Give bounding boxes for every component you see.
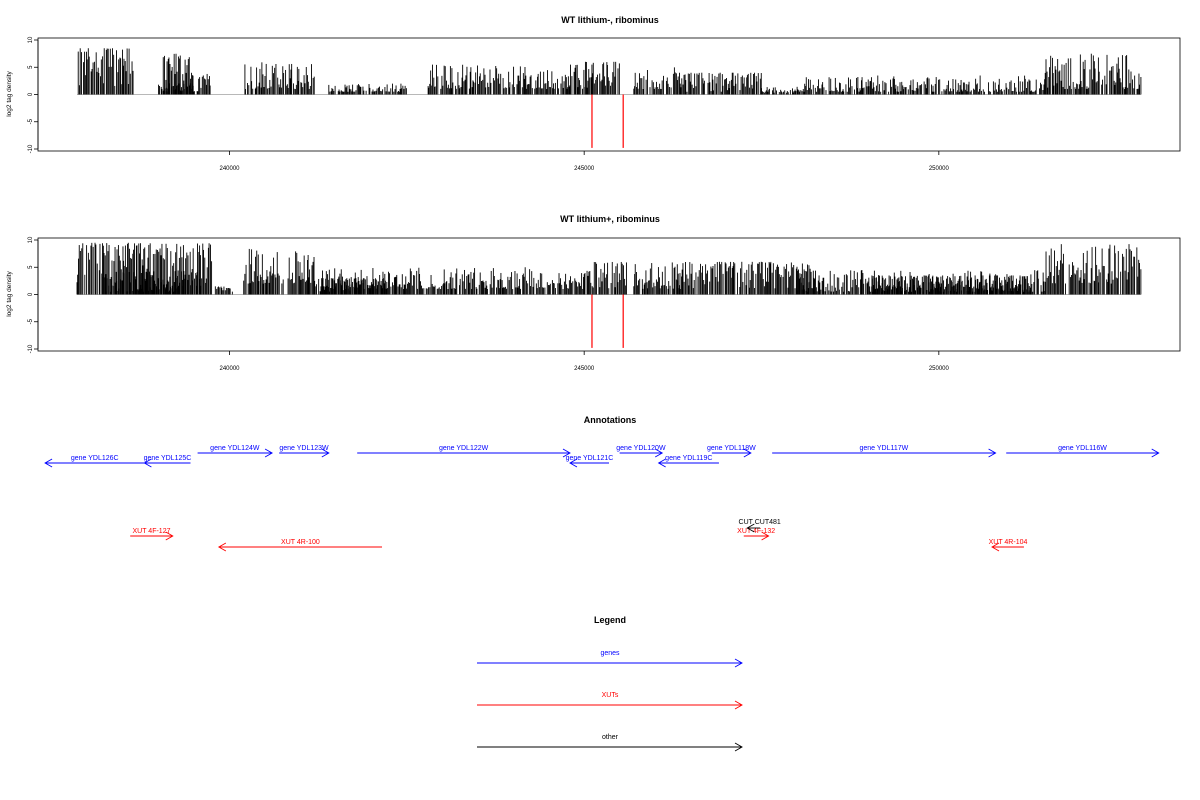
x-tick-label: 250000 bbox=[929, 366, 950, 372]
y-tick-label: 5 bbox=[28, 65, 34, 69]
annotation-features: gene YDL126C gene YDL125C gene YDL124W gene… bbox=[44, 445, 1160, 552]
xut-label: XUT 4F-132 bbox=[737, 528, 775, 535]
gene-label: gene YDL122W bbox=[439, 445, 489, 452]
gene-feature: gene YDL121C bbox=[566, 455, 614, 468]
xut-arrow-arrowhead bbox=[761, 531, 770, 541]
other-feature: CUT CUT481 bbox=[739, 519, 781, 533]
xut-feature: XUT 4R-104 bbox=[989, 539, 1028, 552]
track-panel-lithium-plus: WT lithium+, ribominus log2 tag density … bbox=[6, 214, 1181, 372]
y-tick-label: 10 bbox=[28, 36, 34, 43]
legend-label: XUTs bbox=[602, 692, 619, 699]
y-tick-label: 0 bbox=[28, 92, 34, 96]
y-tick-label: -10 bbox=[28, 344, 34, 353]
y-tick-label: 5 bbox=[28, 265, 34, 269]
y-tick-label: 0 bbox=[28, 292, 34, 296]
legend-arrow-arrowhead bbox=[734, 742, 743, 752]
legend-item-genes: genes bbox=[477, 650, 743, 668]
x-tick-label: 240000 bbox=[219, 366, 240, 372]
x-tick-label: 240000 bbox=[219, 166, 240, 172]
gene-label: gene YDL123W bbox=[279, 445, 329, 452]
legend-item-xuts: XUTs bbox=[477, 692, 743, 710]
gene-feature: gene YDL118W bbox=[707, 445, 756, 458]
legend-item-other: other bbox=[477, 734, 743, 752]
gene-arrow-arrowhead bbox=[321, 448, 330, 458]
gene-feature: gene YDL119C bbox=[657, 455, 719, 468]
annotations-title: Annotations bbox=[584, 415, 637, 425]
axes: 10 5 0 -5 -10 240000 245000 250000 bbox=[28, 36, 950, 172]
gene-arrow-arrowhead bbox=[569, 458, 578, 468]
gene-arrow-arrowhead bbox=[562, 448, 571, 458]
gene-label: gene YDL119C bbox=[665, 455, 712, 462]
xut-label: XUT 4R-104 bbox=[989, 539, 1028, 546]
gene-feature: gene YDL120W bbox=[616, 445, 666, 458]
gene-label: gene YDL116W bbox=[1058, 445, 1107, 452]
gene-arrow-arrowhead bbox=[1151, 448, 1160, 458]
gene-arrow-arrowhead bbox=[657, 458, 666, 468]
xut-feature: XUT 4F-132 bbox=[737, 528, 775, 541]
x-tick-label: 250000 bbox=[929, 166, 950, 172]
xut-label: XUT 4F-127 bbox=[132, 528, 170, 535]
track-panel-lithium-minus: WT lithium-, ribominus log2 tag density … bbox=[6, 15, 1181, 172]
gene-label: gene YDL121C bbox=[566, 455, 614, 462]
legend-arrow-arrowhead bbox=[734, 700, 743, 710]
gene-arrow-arrowhead bbox=[743, 448, 752, 458]
gene-label: gene YDL117W bbox=[859, 445, 908, 452]
gene-label: gene YDL118W bbox=[707, 445, 756, 452]
gene-arrow-arrowhead bbox=[654, 448, 664, 458]
density-bars bbox=[76, 242, 1142, 348]
gene-feature: gene YDL122W bbox=[357, 445, 571, 458]
gene-arrow-arrowhead bbox=[44, 458, 53, 468]
gene-feature: gene YDL123W bbox=[279, 445, 330, 458]
xut-arrow-arrowhead bbox=[217, 542, 227, 552]
gene-arrow-arrowhead bbox=[264, 448, 273, 458]
gene-feature: gene YDL125C bbox=[143, 455, 192, 468]
panel-title: WT lithium-, ribominus bbox=[561, 15, 659, 25]
gene-arrow-arrowhead bbox=[988, 448, 997, 458]
legend-arrow-arrowhead bbox=[734, 658, 743, 668]
gene-label: gene YDL126C bbox=[71, 455, 119, 462]
legend-label: other bbox=[602, 734, 619, 741]
x-tick-label: 245000 bbox=[574, 366, 595, 372]
y-axis-label: log2 tag density bbox=[6, 270, 13, 316]
panel-title: WT lithium+, ribominus bbox=[560, 214, 660, 224]
legend-title: Legend bbox=[594, 615, 626, 625]
y-tick-label: -10 bbox=[28, 144, 34, 153]
legend-items: genes XUTs other bbox=[477, 650, 743, 752]
gene-label: gene YDL125C bbox=[144, 455, 192, 462]
xut-feature: XUT 4F-127 bbox=[130, 528, 174, 541]
y-tick-label: 10 bbox=[28, 236, 34, 243]
annotations-panel: Annotations gene YDL126C gene YDL125Cgene… bbox=[44, 415, 1160, 552]
x-tick-label: 245000 bbox=[574, 166, 595, 172]
xut-label: XUT 4R-100 bbox=[281, 539, 320, 546]
legend-panel: Legend genes XUTs other bbox=[477, 615, 743, 752]
other-arrow-arrowhead bbox=[746, 523, 755, 533]
gene-feature: gene YDL126C bbox=[44, 455, 145, 468]
axes: 10 5 0 -5 -10 240000 245000 250000 bbox=[28, 236, 950, 372]
density-bars bbox=[77, 48, 1142, 148]
y-tick-label: -5 bbox=[28, 318, 34, 324]
gene-arrow-arrowhead bbox=[143, 458, 152, 468]
xut-feature: XUT 4R-100 bbox=[217, 539, 383, 552]
gene-label: gene YDL124W bbox=[210, 445, 260, 452]
gene-feature: gene YDL117W bbox=[772, 445, 997, 458]
other-label: CUT CUT481 bbox=[739, 519, 781, 526]
y-axis-label: log2 tag density bbox=[6, 70, 13, 116]
gene-label: gene YDL120W bbox=[616, 445, 666, 452]
legend-label: genes bbox=[600, 650, 620, 657]
gene-feature: gene YDL124W bbox=[197, 445, 273, 458]
xut-arrow-arrowhead bbox=[165, 531, 174, 541]
y-tick-label: -5 bbox=[28, 118, 34, 124]
gene-feature: gene YDL116W bbox=[1006, 445, 1160, 458]
xut-arrow-arrowhead bbox=[991, 542, 1000, 552]
